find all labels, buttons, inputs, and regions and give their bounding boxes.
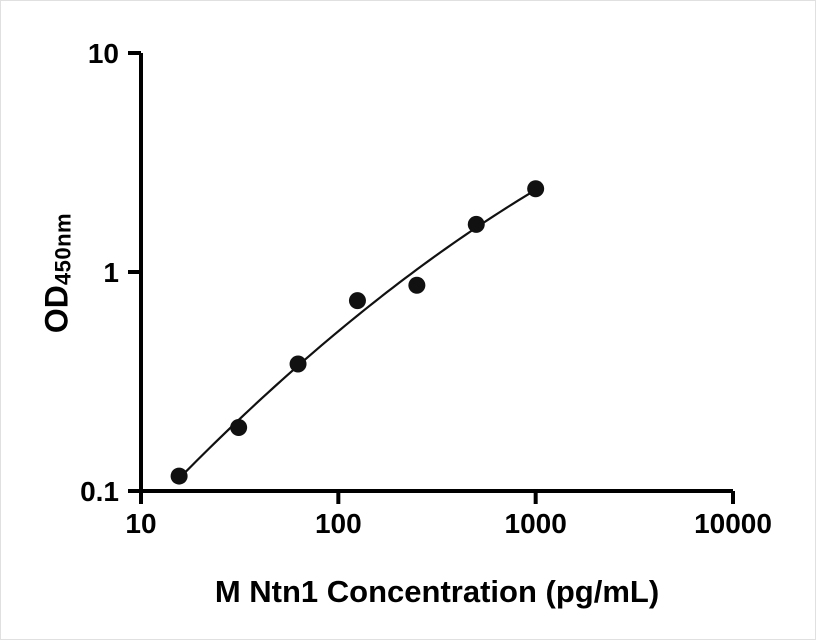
data-point (289, 355, 307, 373)
y-axis-label: OD450nm (39, 213, 76, 333)
y-tick-label: 10 (88, 38, 119, 69)
x-tick-label: 1000 (505, 508, 567, 539)
data-point (348, 292, 366, 310)
x-tick-label: 100 (315, 508, 362, 539)
data-point (170, 467, 188, 485)
y-axis-label-main: OD (38, 285, 75, 334)
data-point (467, 215, 485, 233)
y-tick-label: 1 (103, 257, 119, 288)
fit-curve (178, 188, 537, 480)
data-point (527, 180, 545, 198)
data-point (408, 276, 426, 294)
data-point (230, 418, 248, 436)
x-axis-label: M Ntn1 Concentration (pg/mL) (214, 574, 660, 609)
x-tick-label: 10000 (694, 508, 772, 539)
y-axis-label-subscript: 450nm (50, 212, 76, 286)
x-tick-label: 10 (125, 508, 156, 539)
y-tick-label: 0.1 (80, 476, 119, 507)
